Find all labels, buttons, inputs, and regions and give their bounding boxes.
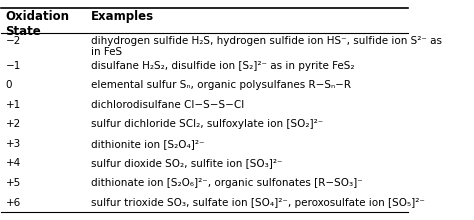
Text: Oxidation
State: Oxidation State	[6, 10, 70, 38]
Text: dithionite ion [S₂O₄]²⁻: dithionite ion [S₂O₄]²⁻	[91, 139, 204, 149]
Text: +2: +2	[6, 119, 21, 129]
Text: +3: +3	[6, 139, 21, 149]
Text: dihydrogen sulfide H₂S, hydrogen sulfide ion HS⁻, sulfide ion S²⁻ as
in FeS: dihydrogen sulfide H₂S, hydrogen sulfide…	[91, 36, 442, 57]
Text: sulfur trioxide SO₃, sulfate ion [SO₄]²⁻, peroxosulfate ion [SO₅]²⁻: sulfur trioxide SO₃, sulfate ion [SO₄]²⁻…	[91, 198, 425, 207]
Text: dithionate ion [S₂O₆]²⁻, organic sulfonates [R−SO₃]⁻: dithionate ion [S₂O₆]²⁻, organic sulfona…	[91, 178, 363, 188]
Text: −1: −1	[6, 61, 21, 71]
Text: +4: +4	[6, 158, 21, 169]
Text: sulfur dichloride SCl₂, sulfoxylate ion [SO₂]²⁻: sulfur dichloride SCl₂, sulfoxylate ion …	[91, 119, 323, 129]
Text: −2: −2	[6, 36, 21, 46]
Text: dichlorodisulfane Cl−S−S−Cl: dichlorodisulfane Cl−S−S−Cl	[91, 100, 244, 110]
Text: +1: +1	[6, 100, 21, 110]
Text: +6: +6	[6, 198, 21, 207]
Text: elemental sulfur Sₙ, organic polysulfanes R−Sₙ−R: elemental sulfur Sₙ, organic polysulfane…	[91, 80, 351, 90]
Text: Examples: Examples	[91, 10, 154, 23]
Text: 0: 0	[6, 80, 12, 90]
Text: +5: +5	[6, 178, 21, 188]
Text: disulfane H₂S₂, disulfide ion [S₂]²⁻ as in pyrite FeS₂: disulfane H₂S₂, disulfide ion [S₂]²⁻ as …	[91, 61, 355, 71]
Text: sulfur dioxide SO₂, sulfite ion [SO₃]²⁻: sulfur dioxide SO₂, sulfite ion [SO₃]²⁻	[91, 158, 283, 169]
